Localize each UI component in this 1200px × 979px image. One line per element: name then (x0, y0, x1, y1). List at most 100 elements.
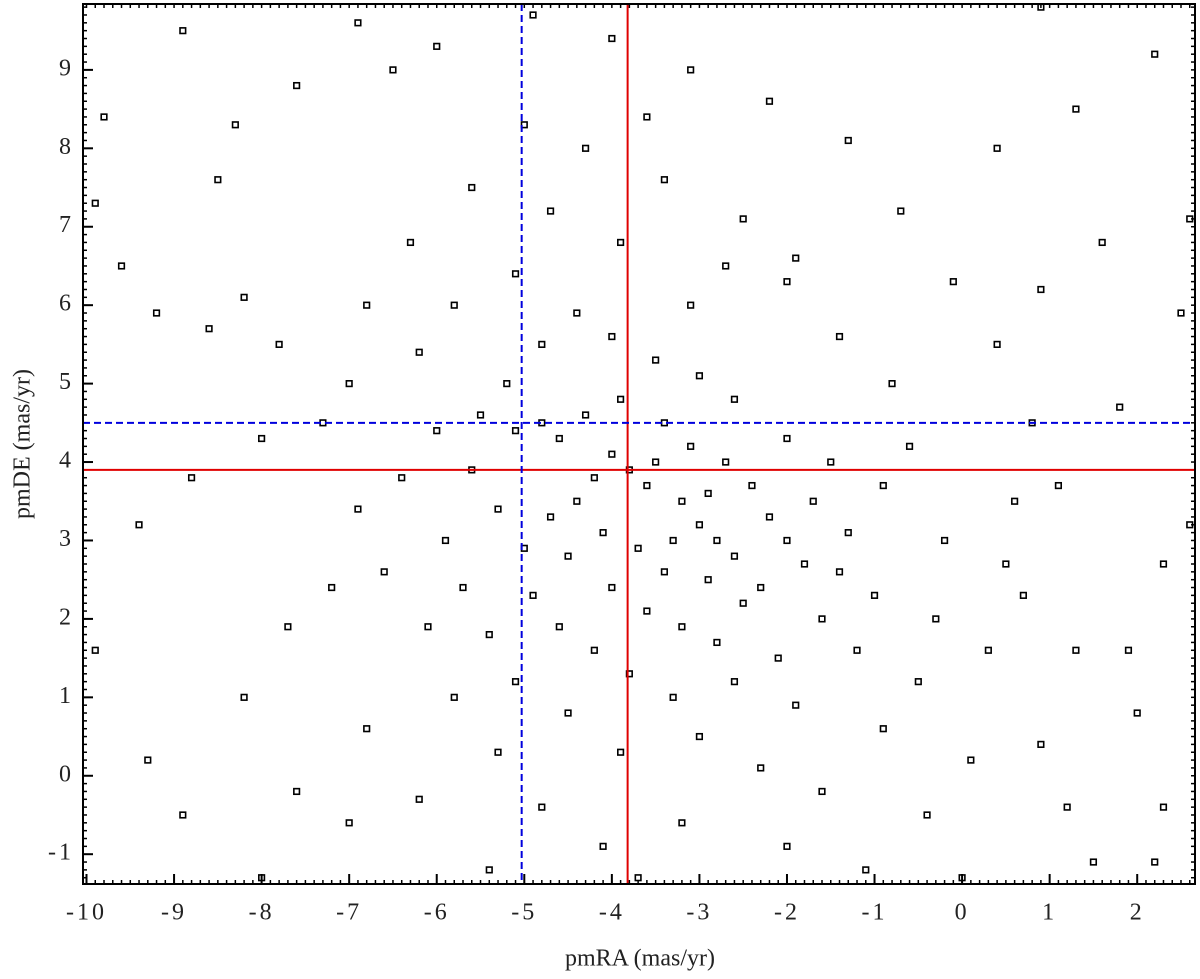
point (520, 121, 528, 129)
y-tick-label: 9 (59, 55, 74, 81)
x-tick-label: -10 (66, 900, 107, 926)
x-tick-label: 1 (1042, 900, 1057, 926)
point (599, 529, 607, 537)
point (179, 27, 187, 35)
point (765, 97, 774, 105)
point (739, 215, 747, 223)
point (713, 536, 721, 545)
point (258, 874, 266, 882)
point (984, 646, 992, 654)
y-tick-label: 1 (59, 683, 74, 709)
point (573, 309, 581, 317)
point (617, 748, 625, 756)
point (608, 34, 616, 43)
y-tick-label: 0 (59, 761, 74, 787)
point (494, 748, 502, 756)
point (783, 278, 791, 286)
point (1186, 215, 1194, 223)
point (669, 693, 677, 701)
point (1098, 238, 1106, 247)
point (468, 183, 476, 192)
point (152, 309, 161, 317)
point (135, 521, 143, 529)
point (993, 340, 1001, 348)
x-tick-label: 0 (955, 900, 970, 926)
point (730, 678, 739, 686)
point (625, 670, 633, 678)
point (678, 623, 686, 631)
point (932, 615, 940, 623)
point (380, 568, 388, 576)
point (739, 599, 747, 607)
point (511, 678, 520, 686)
point (695, 521, 704, 529)
point (1186, 521, 1194, 529)
point (1037, 740, 1045, 748)
point (354, 19, 362, 27)
point (652, 356, 660, 364)
point (617, 395, 625, 403)
point (564, 709, 572, 717)
point (433, 42, 441, 50)
point (634, 874, 642, 882)
point (433, 427, 441, 435)
point (258, 434, 266, 443)
point (722, 458, 730, 466)
point (835, 568, 844, 576)
point (485, 866, 493, 874)
point (555, 623, 563, 631)
point (117, 262, 126, 270)
y-tick-label: -1 (48, 840, 74, 866)
point (652, 458, 660, 466)
point (608, 332, 616, 341)
point (809, 497, 817, 505)
point (687, 442, 695, 450)
point (608, 450, 616, 458)
point (389, 66, 397, 74)
point (1019, 591, 1027, 599)
point (100, 113, 108, 121)
point (643, 607, 651, 615)
x-tick-label: -3 (686, 900, 712, 926)
point (792, 701, 800, 709)
point (1159, 803, 1168, 811)
point (783, 434, 791, 443)
point (398, 474, 406, 482)
y-tick-label: 2 (59, 604, 74, 630)
point (1159, 560, 1168, 568)
point (1151, 50, 1159, 58)
point (275, 340, 283, 348)
point (695, 732, 704, 741)
point (328, 583, 336, 592)
point (713, 638, 721, 647)
point (179, 811, 187, 819)
point (538, 340, 546, 348)
point (687, 66, 695, 74)
point (1124, 646, 1133, 654)
point (476, 411, 485, 419)
x-tick-label: 2 (1130, 900, 1145, 926)
point (704, 489, 712, 498)
point (91, 646, 99, 654)
point (940, 536, 949, 545)
point (722, 262, 730, 270)
point (581, 411, 590, 419)
point (949, 278, 957, 286)
point (818, 615, 826, 623)
point (599, 842, 607, 850)
point (993, 144, 1001, 152)
point (678, 819, 686, 827)
point (879, 481, 887, 490)
point (1002, 560, 1010, 568)
point (870, 591, 879, 599)
point (1151, 858, 1159, 866)
point (555, 434, 563, 443)
y-tick-label: 4 (59, 448, 74, 474)
point (774, 654, 782, 662)
point (905, 442, 914, 450)
point (529, 591, 537, 599)
point (363, 301, 371, 309)
point (783, 842, 791, 850)
point (730, 395, 739, 403)
